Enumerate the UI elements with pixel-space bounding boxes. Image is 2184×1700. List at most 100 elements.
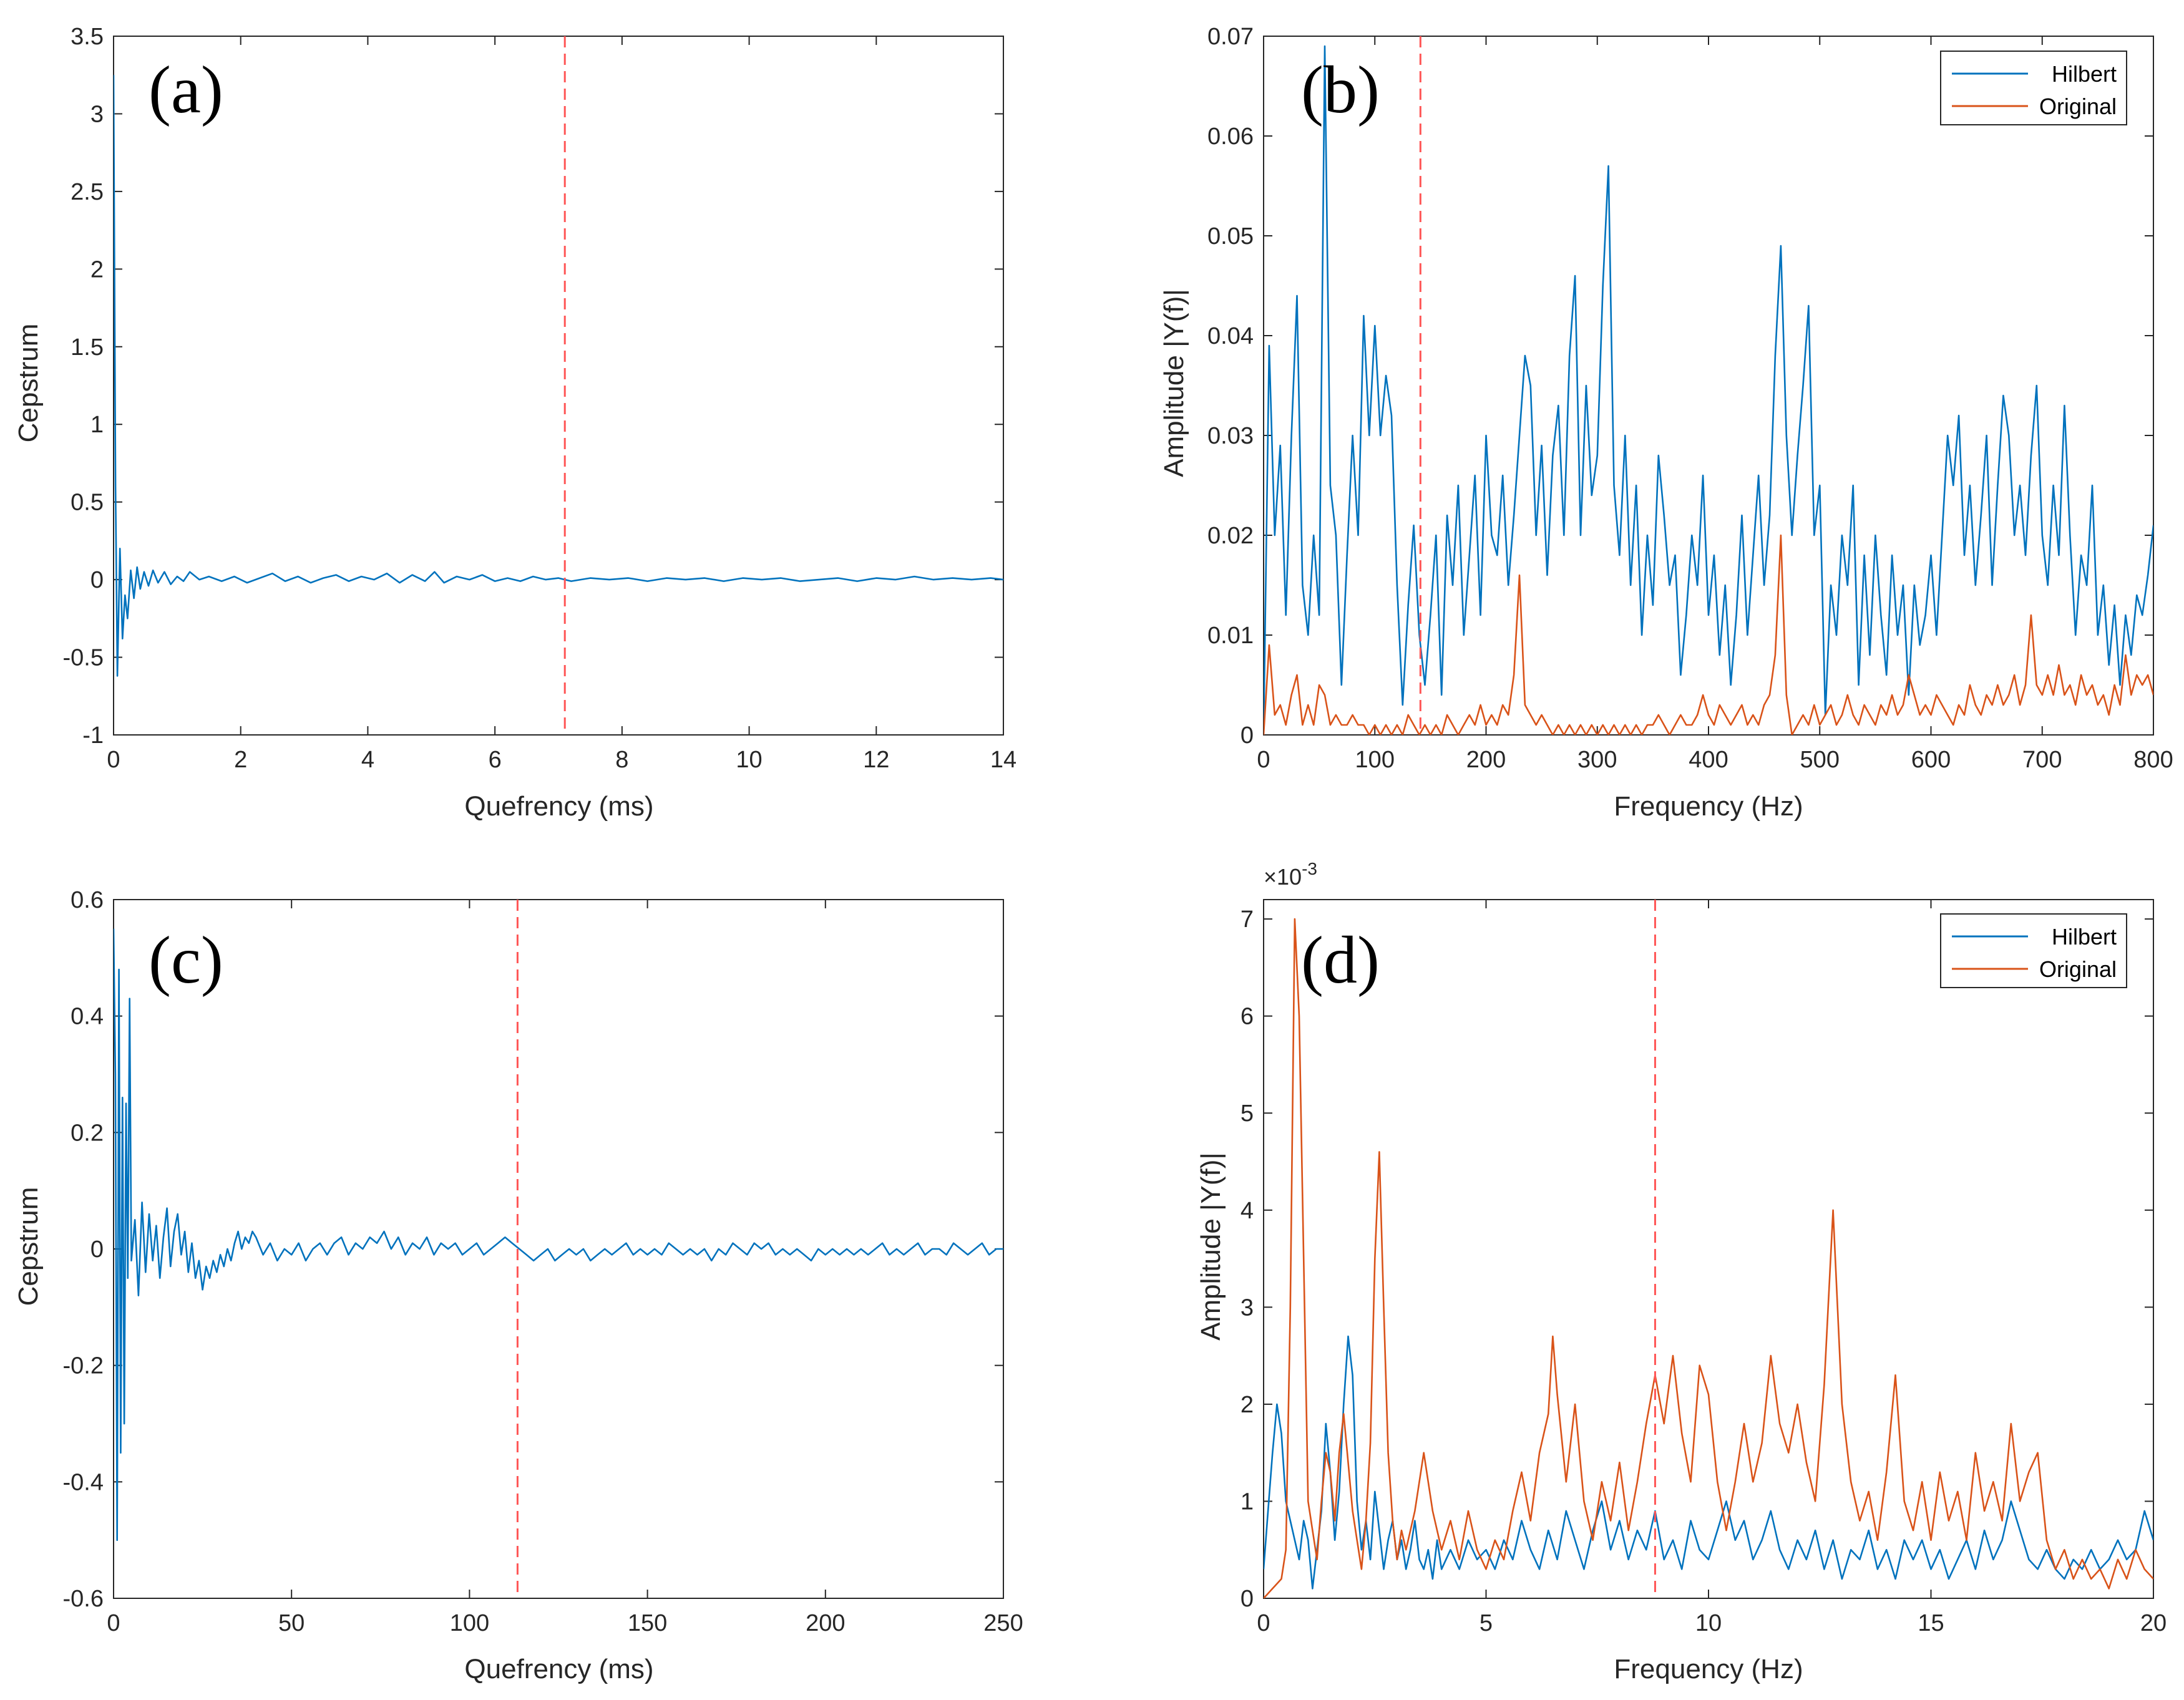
panel-c-xtick-label: 250 xyxy=(983,1610,1023,1636)
panel-b-xtick-label: 300 xyxy=(1577,747,1617,773)
panel-b-legend-box xyxy=(1940,51,2127,125)
panel-a-ytick-label: 2 xyxy=(90,256,104,283)
panel-d-xtick-label: 20 xyxy=(2140,1610,2167,1636)
panel-b-xtick-label: 800 xyxy=(2133,747,2173,773)
panel-a-xtick-label: 2 xyxy=(234,747,247,773)
panel-d-plot: 0 5 10 15 20 0 1 2 3 4 5 6 7 xyxy=(1241,899,2167,1636)
panel-c-ytick-label: -0.6 xyxy=(63,1586,104,1612)
panel-a-ytick-label: 1 xyxy=(90,412,104,438)
panel-b-xtick-label: 700 xyxy=(2022,747,2062,773)
panel-b-ytick-label: 0.04 xyxy=(1207,323,1254,349)
panel-d-xtick-label: 10 xyxy=(1695,1610,1722,1636)
panel-b-ytick-label: 0.05 xyxy=(1207,223,1254,250)
panel-b-axes-box xyxy=(1263,36,2154,736)
panel-a-ytick-label: 2.5 xyxy=(71,179,104,205)
panel-d-ytick-label: 2 xyxy=(1241,1392,1254,1418)
panel-b-xtick-label: 500 xyxy=(1800,747,1840,773)
panel-d-series-original xyxy=(1264,918,2153,1598)
panel-a-xtick-label: 8 xyxy=(615,747,628,773)
panel-b-ytick-label: 0.06 xyxy=(1207,124,1254,150)
panel-b-legend: Hilbert Original xyxy=(1940,51,2127,125)
panel-a-xtick-label: 0 xyxy=(107,747,120,773)
panel-d-xtick-label: 15 xyxy=(1918,1610,1944,1636)
panel-d-label: (d) xyxy=(1301,923,1380,998)
panel-a-xlabel: Quefrency (ms) xyxy=(464,791,653,822)
panel-c-axes-box xyxy=(113,899,1004,1599)
panel-d: 0 5 10 15 20 0 1 2 3 4 5 6 7 (d) Frequency (Hz) Ampl… xyxy=(1196,859,2167,1684)
panel-a: 0 2 4 6 8 10 12 14 -1 -0.5 0 0.5 1 1.5 2 2.5 3 3.5 (a) Qu… xyxy=(13,24,1016,822)
panel-b-xtick-label: 400 xyxy=(1689,747,1728,773)
panel-d-legend: Hilbert Original xyxy=(1940,913,2127,988)
panel-b-xtick-label: 100 xyxy=(1355,747,1395,773)
panel-a-xtick-label: 10 xyxy=(736,747,762,773)
panel-c-ytick-label: -0.4 xyxy=(63,1469,104,1495)
panel-b-ytick-label: 0 xyxy=(1241,722,1254,749)
panel-c-xtick-label: 200 xyxy=(806,1610,845,1636)
panel-a-ytick-label: 3.5 xyxy=(71,24,104,50)
panel-c-xlabel: Quefrency (ms) xyxy=(464,1654,653,1684)
panel-d-ytick-label: 6 xyxy=(1241,1004,1254,1030)
panel-a-ytick-label: 0.5 xyxy=(71,490,104,516)
panel-d-ytick-label: 0 xyxy=(1241,1586,1254,1612)
panel-b-legend-original: Original xyxy=(2039,94,2117,119)
panel-a-ytick-label: 3 xyxy=(90,101,104,127)
panel-d-ytick-label: 1 xyxy=(1241,1489,1254,1515)
panel-b-ylabel: Amplitude |Y(f)| xyxy=(1159,289,1189,477)
panel-d-ytick-label: 4 xyxy=(1241,1198,1254,1224)
panel-b-ytick-label: 0.03 xyxy=(1207,423,1254,449)
panel-d-legend-original: Original xyxy=(2039,956,2117,982)
panel-c-ylabel: Cepstrum xyxy=(13,1187,44,1306)
panel-d-y-exponent-base: ×10 xyxy=(1264,864,1302,890)
panel-a-xtick-label: 14 xyxy=(990,747,1016,773)
panel-b-series-hilbert xyxy=(1264,45,2153,735)
panel-a-ytick-label: 0 xyxy=(90,567,104,593)
panel-b-label: (b) xyxy=(1301,53,1380,127)
panel-c-ytick-label: 0 xyxy=(90,1236,104,1263)
panel-b-ytick-label: 0.07 xyxy=(1207,24,1254,50)
panel-c-xtick-label: 0 xyxy=(107,1610,120,1636)
panel-c-ytick-label: 0.2 xyxy=(71,1120,104,1146)
panel-d-y-exponent-power: -3 xyxy=(1302,859,1317,878)
panel-d-y-exponent: ×10-3 xyxy=(1264,859,1317,890)
panel-a-series-group xyxy=(114,75,1003,677)
panel-a-ytick-label: 1.5 xyxy=(71,334,104,361)
panel-a-xtick-label: 12 xyxy=(863,747,889,773)
panel-c-ytick-label: 0.4 xyxy=(71,1004,104,1030)
panel-d-series-group xyxy=(1264,918,2153,1598)
panel-c-plot: 0 50 100 150 200 250 -0.6 -0.4 -0.2 0 0.2 0.4 0.6 xyxy=(63,887,1023,1636)
panel-b-xlabel: Frequency (Hz) xyxy=(1614,791,1803,822)
panel-a-series-cepstrum xyxy=(114,75,1003,677)
panel-d-legend-box xyxy=(1940,913,2127,988)
panel-d-legend-hilbert: Hilbert xyxy=(2052,924,2117,950)
panel-b-xtick-label: 200 xyxy=(1466,747,1506,773)
panel-a-ytick-label: -0.5 xyxy=(63,645,104,671)
panel-b-plot: 0 100 200 300 400 500 600 700 800 0 0.01 0.02 0.03 0.… xyxy=(1207,24,2173,773)
panel-c-xtick-label: 100 xyxy=(450,1610,489,1636)
panel-b-ytick-label: 0.02 xyxy=(1207,523,1254,549)
panel-d-xlabel: Frequency (Hz) xyxy=(1614,1654,1803,1684)
panel-a-xtick-label: 4 xyxy=(361,747,374,773)
panel-d-ytick-label: 5 xyxy=(1241,1100,1254,1127)
panel-b-series-original xyxy=(1264,534,2153,735)
panel-b-xtick-label: 600 xyxy=(1911,747,1951,773)
panel-b: 0 100 200 300 400 500 600 700 800 0 0.01 0.02 0.03 0.… xyxy=(1159,24,2173,822)
panel-c-series-cepstrum xyxy=(114,928,1003,1541)
panel-b-series-group xyxy=(1264,45,2153,735)
panel-d-axes-box xyxy=(1263,899,2154,1599)
panel-b-legend-hilbert: Hilbert xyxy=(2052,61,2117,87)
panel-c-series-group xyxy=(114,928,1003,1541)
panel-c-xtick-label: 150 xyxy=(628,1610,667,1636)
panel-c-ytick-label: 0.6 xyxy=(71,887,104,913)
panel-a-ytick-label: -1 xyxy=(82,722,104,749)
panel-c-label: (c) xyxy=(149,923,223,998)
panel-a-plot: 0 2 4 6 8 10 12 14 -1 -0.5 0 0.5 1 1.5 2 2.5 3 3.5 xyxy=(63,24,1017,773)
panel-c-ytick-label: -0.2 xyxy=(63,1353,104,1379)
panel-d-ytick-label: 7 xyxy=(1241,906,1254,933)
panel-d-ylabel: Amplitude |Y(f)| xyxy=(1196,1152,1226,1341)
panel-d-series-hilbert xyxy=(1264,1335,2153,1590)
panel-c-xtick-label: 50 xyxy=(278,1610,305,1636)
panel-d-xtick-label: 5 xyxy=(1480,1610,1493,1636)
panel-d-xtick-label: 0 xyxy=(1257,1610,1270,1636)
panel-d-ytick-label: 3 xyxy=(1241,1294,1254,1321)
